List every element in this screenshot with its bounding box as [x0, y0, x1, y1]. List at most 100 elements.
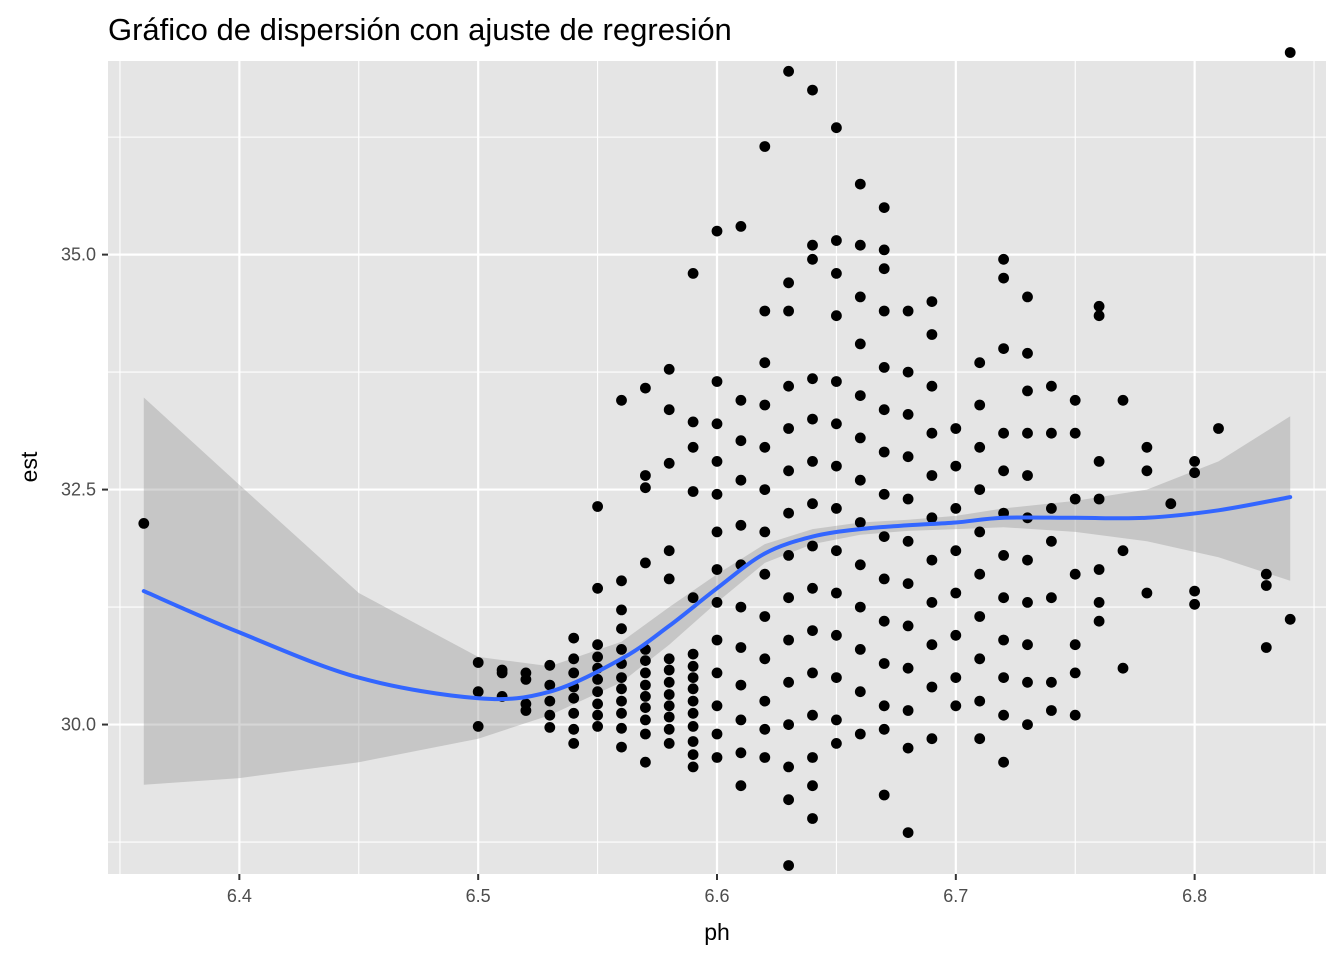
- data-point: [878, 615, 890, 627]
- data-point: [998, 465, 1009, 477]
- data-point: [1093, 564, 1105, 575]
- data-point: [831, 310, 842, 322]
- data-point: [759, 441, 771, 453]
- data-point: [1069, 568, 1081, 580]
- regression-line: [141, 495, 1293, 702]
- data-point: [1069, 394, 1081, 406]
- data-point: [544, 722, 556, 733]
- data-point: [974, 653, 986, 665]
- data-point: [1046, 592, 1057, 604]
- data-point: [783, 507, 794, 519]
- data-point: [831, 672, 842, 683]
- data-point: [1022, 470, 1033, 481]
- data-point: [926, 470, 938, 481]
- data-point: [831, 122, 842, 134]
- data-point: [735, 601, 747, 613]
- confidence-band-layer: [143, 397, 1291, 785]
- data-point: [711, 376, 723, 387]
- data-point: [568, 723, 580, 735]
- data-point: [950, 700, 962, 712]
- data-point: [1189, 598, 1200, 610]
- data-point: [640, 470, 651, 481]
- data-point: [1093, 597, 1105, 608]
- data-point: [854, 338, 866, 350]
- data-point: [926, 733, 938, 745]
- data-point: [807, 625, 818, 636]
- data-point: [1022, 639, 1033, 651]
- data-point: [1022, 554, 1033, 566]
- data-point: [759, 526, 771, 538]
- data-point: [974, 611, 986, 622]
- data-point: [759, 357, 771, 369]
- data-point: [663, 711, 675, 723]
- data-point: [1046, 380, 1057, 392]
- data-point: [640, 691, 651, 702]
- data-point: [974, 441, 986, 453]
- data-point: [783, 719, 794, 730]
- data-point: [1022, 291, 1033, 303]
- x-tick-label: 6.6: [704, 886, 729, 906]
- data-point: [711, 667, 723, 679]
- data-point: [1141, 441, 1153, 453]
- data-point: [687, 707, 699, 719]
- data-point: [759, 568, 771, 580]
- data-point: [568, 738, 580, 749]
- data-point: [544, 695, 556, 707]
- data-point: [998, 427, 1009, 439]
- data-point: [783, 550, 794, 561]
- data-point: [926, 380, 938, 392]
- data-point: [926, 639, 938, 651]
- data-point: [878, 202, 890, 214]
- data-point: [687, 672, 699, 683]
- data-point: [831, 545, 842, 557]
- data-point: [759, 752, 771, 763]
- data-point: [1022, 347, 1033, 359]
- data-point: [663, 738, 675, 749]
- data-point: [759, 695, 771, 707]
- data-point: [1046, 676, 1057, 688]
- data-point: [496, 667, 508, 679]
- data-point: [687, 486, 699, 497]
- data-point: [759, 611, 771, 622]
- data-point: [568, 632, 580, 644]
- data-point: [1189, 467, 1200, 479]
- data-point: [902, 493, 914, 505]
- data-point: [1141, 587, 1153, 599]
- data-point: [735, 714, 747, 726]
- data-point: [950, 587, 962, 599]
- data-point: [854, 291, 866, 303]
- data-point: [640, 667, 651, 679]
- data-point: [926, 554, 938, 566]
- data-point: [1141, 465, 1153, 477]
- data-point: [687, 660, 699, 672]
- data-point: [759, 723, 771, 735]
- chart-title: Gráfico de dispersión con ajuste de regr…: [108, 12, 732, 47]
- data-point: [807, 582, 818, 594]
- data-point: [520, 705, 532, 716]
- data-point: [854, 517, 866, 528]
- data-point: [711, 418, 723, 430]
- data-point: [807, 498, 818, 510]
- data-point: [783, 423, 794, 434]
- data-point: [1093, 310, 1105, 322]
- data-point: [1189, 456, 1200, 467]
- data-point: [640, 702, 651, 713]
- data-point: [711, 488, 723, 500]
- data-point: [592, 639, 603, 651]
- data-point: [616, 644, 627, 655]
- data-point: [783, 634, 794, 646]
- data-point: [831, 376, 842, 387]
- data-point: [831, 460, 842, 472]
- data-point: [950, 460, 962, 472]
- data-point: [568, 707, 580, 719]
- data-point: [616, 672, 627, 683]
- data-point: [687, 592, 699, 604]
- data-point: [1117, 545, 1129, 557]
- data-point: [878, 305, 890, 317]
- data-point: [807, 780, 818, 792]
- data-point: [711, 526, 723, 538]
- data-point: [1046, 427, 1057, 439]
- data-point: [568, 667, 580, 679]
- data-point: [735, 474, 747, 486]
- data-point: [783, 860, 794, 871]
